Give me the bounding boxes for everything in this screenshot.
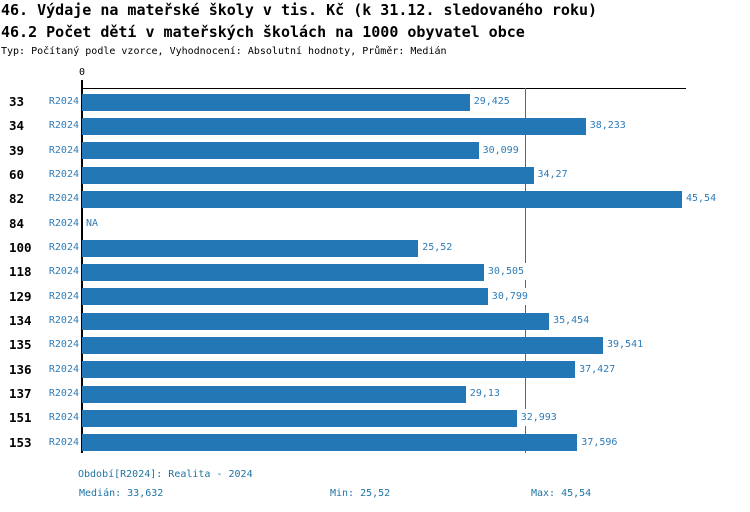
row-series-label: R2024 bbox=[48, 339, 79, 351]
bar bbox=[82, 361, 576, 379]
bar-row: 118 R2024 30,505 bbox=[0, 258, 750, 282]
row-series-label: R2024 bbox=[48, 388, 79, 399]
row-category-label: 82 bbox=[9, 191, 25, 207]
row-series-label: R2024 bbox=[48, 363, 79, 375]
row-category-label: 84 bbox=[9, 215, 25, 231]
bar bbox=[82, 434, 578, 452]
row-category-label: 135 bbox=[9, 337, 32, 353]
row-series-label: R2024 bbox=[48, 315, 79, 326]
bar-row: 39 R2024 30,099 bbox=[0, 137, 750, 161]
row-series-label: R2024 bbox=[48, 120, 79, 132]
row-series-label: R2024 bbox=[48, 242, 79, 253]
chart-title-line2: 46.2 Počet dětí v mateřských školách na … bbox=[1, 23, 525, 41]
row-series-label: R2024 bbox=[48, 169, 79, 180]
bar-value-label: 45,54 bbox=[684, 190, 719, 208]
bar bbox=[82, 288, 488, 306]
bar-row: 129 R2024 30,799 bbox=[0, 283, 750, 307]
bar-value-label: 30,099 bbox=[480, 141, 521, 159]
bar-row: 137 R2024 29,13 bbox=[0, 380, 750, 404]
chart-title-line1: 46. Výdaje na mateřské školy v tis. Kč (… bbox=[1, 1, 598, 19]
bar-row: 136 R2024 37,427 bbox=[0, 356, 750, 380]
row-series-label: R2024 bbox=[48, 217, 79, 229]
row-series-label: R2024 bbox=[48, 412, 79, 424]
bar bbox=[82, 409, 517, 427]
bar-value-label: 30,799 bbox=[489, 287, 530, 305]
bar-value-label: 39,541 bbox=[605, 336, 646, 354]
bar-row: 60 R2024 34,27 bbox=[0, 161, 750, 185]
row-category-label: 129 bbox=[9, 288, 32, 304]
bar bbox=[82, 385, 466, 403]
bar-value-label: 30,505 bbox=[485, 263, 527, 281]
row-category-label: 136 bbox=[9, 361, 32, 377]
bar-row: 134 R2024 35,454 bbox=[0, 307, 750, 331]
bar bbox=[82, 166, 534, 184]
bar-value-label: 29,13 bbox=[467, 385, 502, 402]
row-series-label: R2024 bbox=[48, 144, 79, 156]
bar bbox=[82, 190, 682, 208]
bar-value-label: 37,427 bbox=[577, 360, 618, 378]
x-axis-zero-tick-label: 0 bbox=[78, 67, 86, 78]
bar-value-label: 25,52 bbox=[420, 239, 455, 256]
row-series-label: R2024 bbox=[48, 290, 79, 302]
row-category-label: 151 bbox=[9, 410, 32, 426]
row-category-label: 34 bbox=[9, 118, 25, 134]
row-category-label: 153 bbox=[9, 434, 32, 450]
bar-row: 33 R2024 29,425 bbox=[0, 88, 750, 112]
chart-subtitle: Typ: Počítaný podle vzorce, Vyhodnocení:… bbox=[1, 46, 447, 57]
bar-value-label: 35,454 bbox=[551, 312, 592, 329]
row-category-label: 134 bbox=[9, 313, 32, 328]
bar bbox=[82, 239, 419, 257]
row-series-label: R2024 bbox=[48, 436, 79, 448]
bar-value-label: 32,993 bbox=[518, 409, 559, 427]
bar bbox=[82, 263, 484, 281]
bar-row: 135 R2024 39,541 bbox=[0, 331, 750, 355]
row-category-label: 39 bbox=[9, 142, 25, 158]
row-category-label: 137 bbox=[9, 386, 32, 401]
footer-median-label: Medián: 33,632 bbox=[79, 488, 164, 499]
footer-period-label: Období[R2024]: Realita - 2024 bbox=[78, 469, 253, 480]
bar-row: 84 R2024 NA bbox=[0, 210, 750, 234]
row-category-label: 33 bbox=[9, 94, 25, 109]
bar-value-label: 34,27 bbox=[535, 166, 570, 183]
bar-value-label: 38,233 bbox=[587, 117, 628, 135]
bar-rows: 33 R2024 29,425 34 R2024 38,233 39 R2024 30,099 6… bbox=[0, 88, 750, 453]
bar bbox=[82, 117, 586, 135]
row-category-label: 100 bbox=[9, 240, 32, 255]
bar-row: 151 R2024 32,993 bbox=[0, 404, 750, 428]
bar-row: 153 R2024 37,596 bbox=[0, 429, 750, 453]
bar bbox=[82, 142, 479, 160]
bar bbox=[82, 312, 550, 330]
row-category-label: 118 bbox=[9, 264, 32, 280]
bar-na-label: NA bbox=[84, 214, 101, 232]
bar bbox=[82, 93, 470, 111]
row-series-label: R2024 bbox=[48, 266, 79, 278]
footer-max-label: Max: 45,54 bbox=[531, 488, 592, 499]
bar bbox=[82, 336, 603, 354]
row-series-label: R2024 bbox=[48, 193, 79, 205]
footer-min-label: Min: 25,52 bbox=[330, 488, 391, 499]
bar-row: 100 R2024 25,52 bbox=[0, 234, 750, 258]
x-axis-line bbox=[81, 88, 686, 89]
row-series-label: R2024 bbox=[48, 96, 79, 107]
bar-value-label: 29,425 bbox=[471, 93, 512, 110]
bar-row: 34 R2024 38,233 bbox=[0, 112, 750, 136]
bar-value-label: 37,596 bbox=[579, 433, 620, 451]
bar-row: 82 R2024 45,54 bbox=[0, 185, 750, 209]
row-category-label: 60 bbox=[9, 167, 25, 182]
